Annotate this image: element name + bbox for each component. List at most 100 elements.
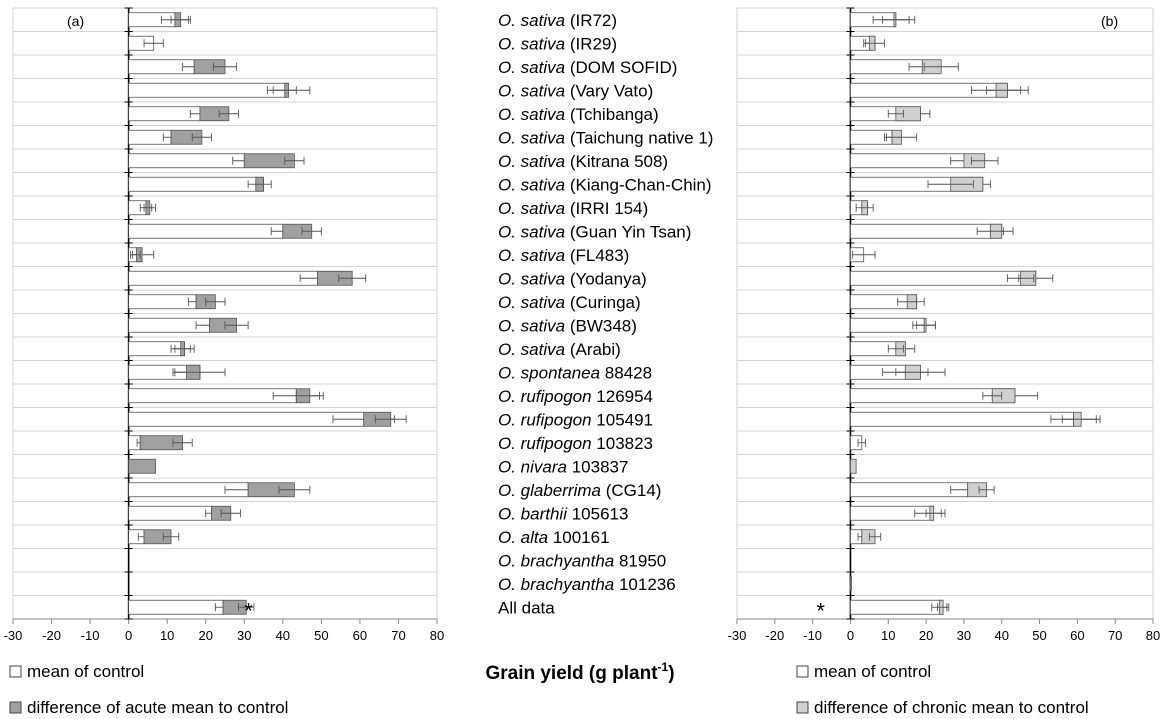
category-variety: 88428 [600, 363, 652, 382]
x-tick-label: -20 [42, 628, 61, 643]
category-label: O. brachyantha 101236 [498, 575, 676, 594]
category-label: O. brachyantha 81950 [498, 551, 666, 570]
category-species: O. sativa [498, 34, 565, 53]
category-label: O. sativa (BW348) [498, 316, 637, 335]
category-label: O. sativa (IRRI 154) [498, 199, 648, 218]
category-species: O. alta [498, 528, 548, 547]
legend-swatch-control-a [9, 665, 22, 678]
control-bar [128, 294, 197, 310]
category-variety: 103837 [567, 457, 628, 476]
category-variety: (Kitrana 508) [565, 152, 668, 171]
legend-label-chronic-diff: difference of chronic mean to control [814, 698, 1089, 717]
category-variety: 101236 [614, 575, 675, 594]
category-label: O. sativa (FL483) [498, 246, 629, 265]
x-tick-label: 0 [847, 628, 854, 643]
category-label: O. alta 100161 [498, 528, 610, 547]
difference-bar [850, 576, 852, 592]
category-species: O. sativa [498, 11, 565, 30]
category-species: O. sativa [498, 222, 565, 241]
x-tick-label: 80 [430, 628, 444, 643]
x-tick-label: 80 [1146, 628, 1160, 643]
category-species: O. sativa [498, 246, 565, 265]
category-variety: (Guan Yin Tsan) [565, 222, 691, 241]
x-tick-label: 40 [994, 628, 1008, 643]
category-label: O. sativa (Tchibanga) [498, 105, 659, 124]
category-species: O. sativa [498, 269, 565, 288]
category-labels: O. sativa (IR72)O. sativa (IR29)O. sativ… [498, 11, 713, 618]
control-bar [128, 411, 365, 427]
category-variety: 105491 [592, 410, 653, 429]
category-variety: 105613 [567, 504, 628, 523]
category-label: O. sativa (Kiang-Chan-Chin) [498, 175, 712, 194]
x-tick-label: 70 [391, 628, 405, 643]
control-bar [128, 153, 245, 169]
x-tick-label: -20 [765, 628, 784, 643]
category-variety: (Curinga) [565, 293, 641, 312]
x-tick-label: -10 [81, 628, 100, 643]
category-variety: 81950 [614, 551, 666, 570]
category-variety: (DOM SOFID) [565, 58, 677, 77]
category-label: All data [498, 598, 555, 617]
x-tick-label: 10 [160, 628, 174, 643]
category-species: O. sativa [498, 105, 565, 124]
control-bar [128, 505, 212, 521]
legend-swatch-acute-diff [9, 701, 22, 714]
category-species: O. spontanea [498, 363, 600, 382]
x-tick-label: 30 [957, 628, 971, 643]
category-species: O. sativa [498, 199, 565, 218]
category-species: O. rufipogon [498, 387, 592, 406]
control-bar [850, 411, 1074, 427]
category-label: O. sativa (Arabi) [498, 340, 621, 359]
legend-label-control-a: mean of control [27, 662, 144, 681]
control-bar [128, 223, 284, 239]
category-variety: (IR29) [565, 34, 617, 53]
category-species: O. rufipogon [498, 434, 592, 453]
control-bar [128, 106, 201, 122]
category-label: O. sativa (Yodanya) [498, 269, 647, 288]
category-species: O. sativa [498, 128, 565, 147]
x-tick-label: 40 [276, 628, 290, 643]
panel-b-chronic: -30 -20 -10 0 10 20 30 40 50 60 70 80 * (b) [728, 7, 1160, 643]
category-species: O. sativa [498, 81, 565, 100]
category-variety: (Kiang-Chan-Chin) [565, 175, 711, 194]
control-bar [128, 270, 318, 286]
category-species: O. sativa [498, 58, 565, 77]
category-species: O. barthii [498, 504, 568, 523]
legend-swatch-control-b [796, 665, 809, 678]
category-variety: (Yodanya) [565, 269, 647, 288]
control-bar [850, 599, 944, 615]
category-variety: All data [498, 598, 555, 617]
x-tick-label: 70 [1108, 628, 1122, 643]
category-variety: (Taichung native 1) [565, 128, 713, 147]
category-label: O. sativa (Vary Vato) [498, 81, 653, 100]
category-species: O. sativa [498, 340, 565, 359]
category-variety: (Tchibanga) [565, 105, 659, 124]
category-species: O. sativa [498, 152, 565, 171]
category-variety: 126954 [592, 387, 653, 406]
x-tick-label: -30 [728, 628, 747, 643]
control-bar [850, 482, 969, 498]
x-tick-label: -30 [4, 628, 23, 643]
panel-b-label: (b) [1101, 13, 1118, 29]
category-species: O. sativa [498, 175, 565, 194]
category-label: O. barthii 105613 [498, 504, 628, 523]
category-species: O. sativa [498, 293, 565, 312]
x-tick-label: 10 [881, 628, 895, 643]
category-variety: (Vary Vato) [565, 81, 653, 100]
control-bar [128, 599, 224, 615]
x-tick-label: 20 [919, 628, 933, 643]
x-tick-label: 0 [125, 628, 132, 643]
panel-a-significance-marker: * [244, 598, 253, 623]
x-tick-label: 50 [1032, 628, 1046, 643]
category-variety: (CG14) [601, 481, 661, 500]
control-bar [128, 176, 264, 192]
category-species: O. nivara [498, 457, 567, 476]
legend-swatch-chronic-diff [796, 701, 809, 714]
x-tick-label: 30 [237, 628, 251, 643]
x-tick-label: 60 [353, 628, 367, 643]
x-tick-label: 20 [198, 628, 212, 643]
category-label: O. sativa (Kitrana 508) [498, 152, 668, 171]
control-bar [128, 82, 290, 98]
category-variety: 100161 [548, 528, 609, 547]
